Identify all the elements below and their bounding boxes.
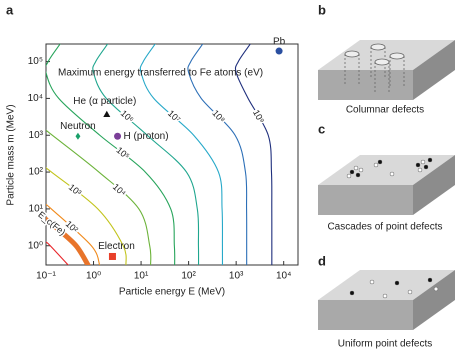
band-label: E_c(Fe)	[36, 209, 67, 237]
x-axis-label: Particle energy E (MeV)	[119, 287, 225, 298]
marker	[275, 47, 283, 55]
point-label: H (proton)	[124, 131, 169, 142]
contour-label: 10⁹	[251, 108, 266, 125]
caption: Columnar defects	[346, 105, 424, 116]
contour-label: 10⁶	[119, 108, 136, 125]
y-axis-label: Particle mass m (MeV)	[6, 104, 17, 205]
point-label: Pb	[273, 37, 286, 48]
panel-label: c	[318, 121, 325, 136]
contour-line	[92, 44, 200, 265]
chart-title: Maximum energy transferred to Fe atoms (…	[58, 68, 263, 79]
x-tick-label: 10¹	[134, 271, 149, 282]
plot-frame	[45, 43, 299, 266]
marker	[75, 132, 81, 140]
point-label: Neutron	[60, 121, 96, 132]
plot-area	[46, 44, 273, 265]
panel-label: a	[6, 2, 14, 17]
marker	[114, 132, 122, 140]
contour-line	[46, 44, 176, 265]
x-tick-label: 10⁴	[276, 271, 291, 282]
contour-line	[234, 44, 273, 265]
caption: Uniform point defects	[338, 339, 433, 350]
marker	[103, 110, 111, 117]
slab	[318, 155, 455, 215]
panel-label: d	[318, 253, 326, 268]
slab	[318, 40, 455, 100]
x-tick-label: 10⁻¹	[36, 271, 56, 282]
panel-label: b	[318, 2, 326, 17]
y-tick-label: 10¹	[29, 204, 44, 215]
point-label: Electron	[98, 241, 135, 252]
x-tick-label: 10³	[229, 271, 244, 282]
contour-line	[46, 241, 69, 265]
contour-label: 10³	[67, 182, 83, 198]
y-tick-label: 10²	[29, 167, 44, 178]
slab	[318, 270, 455, 330]
contour-line	[46, 203, 101, 265]
y-tick-label: 10⁰	[28, 240, 43, 251]
contour-line	[46, 129, 152, 265]
y-tick-label: 10⁴	[28, 93, 43, 104]
contour-label: 10⁵	[114, 145, 131, 162]
contour-line	[46, 167, 127, 265]
contour-line	[139, 44, 224, 265]
y-tick-label: 10⁵	[28, 56, 43, 67]
x-tick-label: 10²	[181, 271, 196, 282]
marker	[108, 252, 116, 260]
contour-line	[187, 44, 248, 265]
y-tick-label: 10³	[29, 130, 44, 141]
x-tick-label: 10⁰	[86, 271, 101, 282]
point-label: He (α particle)	[73, 96, 136, 107]
threshold-band	[46, 216, 91, 265]
caption: Cascades of point defects	[327, 222, 442, 233]
